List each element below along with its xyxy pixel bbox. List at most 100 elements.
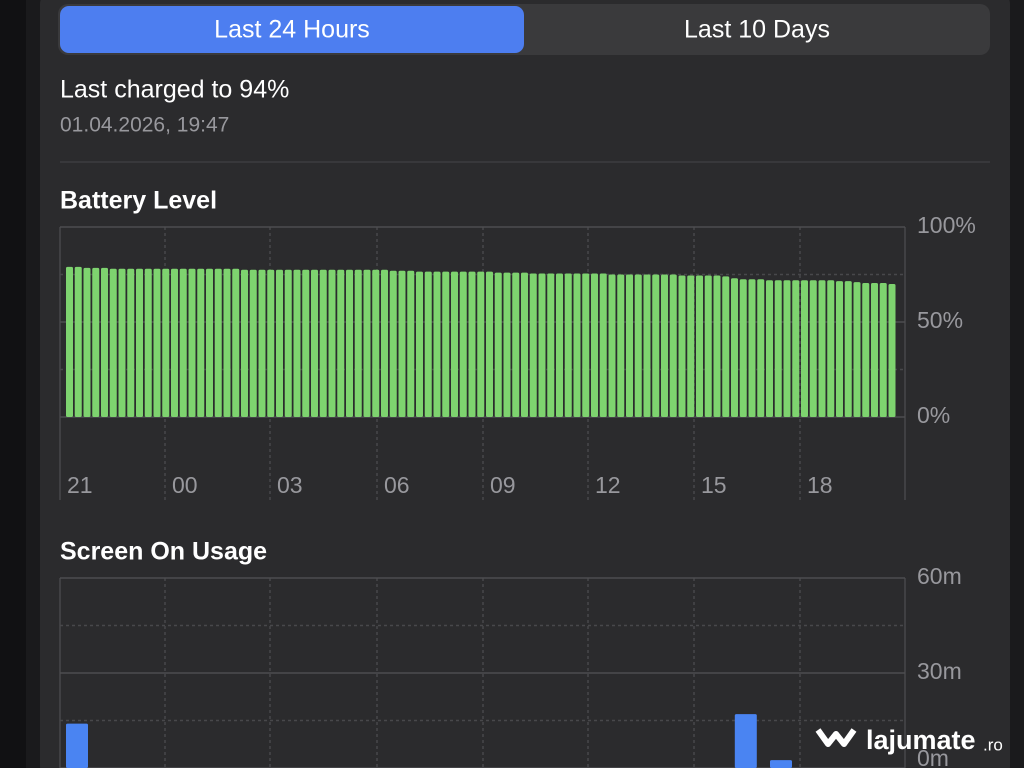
x-tick-label: 15 <box>701 472 727 498</box>
x-tick-label: 03 <box>277 472 303 498</box>
bar <box>136 268 143 417</box>
bar <box>223 268 231 417</box>
bar <box>643 274 651 417</box>
bar <box>844 281 852 417</box>
bar <box>206 268 213 417</box>
bar <box>197 268 205 417</box>
bar <box>74 266 82 417</box>
bar <box>162 268 170 417</box>
bar <box>407 270 415 417</box>
bar <box>766 280 773 417</box>
bar <box>669 274 677 417</box>
bar <box>757 279 765 417</box>
bar <box>381 269 388 417</box>
bar <box>512 272 520 417</box>
bar <box>346 269 353 417</box>
bar <box>739 279 747 417</box>
bar <box>66 723 88 768</box>
watermark-suffix: .ro <box>983 735 1003 754</box>
bar <box>267 269 275 417</box>
bar <box>888 284 896 417</box>
bar <box>214 268 222 417</box>
bar <box>722 276 730 417</box>
bar <box>879 283 887 417</box>
bar <box>818 280 826 417</box>
bar <box>127 268 135 417</box>
bar <box>179 268 187 417</box>
bar <box>634 274 642 417</box>
bar <box>678 275 686 417</box>
bar <box>599 273 607 417</box>
bar <box>687 275 695 417</box>
x-tick-label: 18 <box>807 472 833 498</box>
segment-label[interactable]: Last 10 Days <box>684 16 830 44</box>
bar <box>66 266 73 417</box>
bar <box>319 269 327 417</box>
bar <box>494 272 502 417</box>
bar <box>564 273 572 417</box>
bar <box>354 269 362 417</box>
bar <box>862 283 870 417</box>
x-tick-label: 09 <box>490 472 516 498</box>
bar <box>774 280 782 417</box>
bar <box>477 271 485 417</box>
bar <box>521 272 528 417</box>
bar <box>608 274 616 417</box>
segment-label[interactable]: Last 24 Hours <box>214 16 370 44</box>
bar <box>424 271 432 417</box>
bar <box>827 280 835 417</box>
chart-title: Screen On Usage <box>60 538 267 566</box>
bar <box>573 273 581 417</box>
bar <box>416 271 423 417</box>
watermark-name: lajumate <box>866 725 976 755</box>
bar <box>468 271 476 417</box>
bar <box>118 268 126 417</box>
x-tick-label: 06 <box>384 472 410 498</box>
y-tick-label: 100% <box>917 212 976 238</box>
bar <box>311 269 318 417</box>
y-tick-label: 50% <box>917 307 963 333</box>
y-tick-label: 0% <box>917 402 950 428</box>
bar <box>92 267 100 417</box>
bar <box>556 273 563 417</box>
bar <box>652 274 660 417</box>
edge <box>0 0 26 768</box>
bar <box>547 273 555 417</box>
bar <box>731 278 738 417</box>
bar <box>232 268 240 417</box>
segment[interactable] <box>526 6 988 53</box>
bar <box>529 273 537 417</box>
bar <box>734 714 757 768</box>
watermark-logo <box>815 728 857 747</box>
bar <box>451 271 458 417</box>
bar <box>109 268 117 417</box>
bar <box>284 269 292 417</box>
bar <box>337 269 345 417</box>
y-tick-label: 30m <box>917 658 962 684</box>
bar <box>617 274 625 417</box>
bar <box>770 760 792 768</box>
bar <box>363 269 371 417</box>
bar <box>783 280 791 417</box>
bar <box>258 269 266 417</box>
y-tick-label: 0m <box>917 745 949 768</box>
segment-active[interactable] <box>60 6 524 53</box>
bar <box>144 268 152 417</box>
bar <box>372 269 380 417</box>
bar <box>486 271 493 417</box>
bar <box>442 271 450 417</box>
bar <box>792 280 800 417</box>
bar <box>171 268 178 417</box>
bar <box>101 267 108 417</box>
bar <box>591 273 598 417</box>
bar <box>398 270 406 417</box>
bar <box>871 283 878 417</box>
y-tick-label: 60m <box>917 563 962 589</box>
bar <box>661 274 668 417</box>
bar <box>433 271 441 417</box>
charge-title: Last charged to 94% <box>60 76 289 104</box>
bar <box>328 269 336 417</box>
bar <box>704 275 712 417</box>
